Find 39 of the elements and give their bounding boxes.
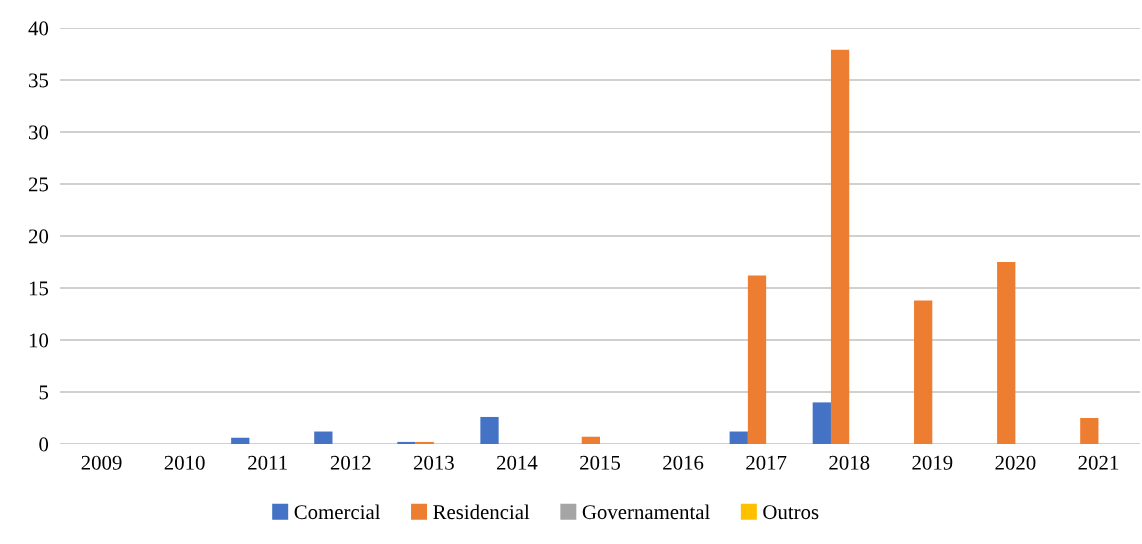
- bar: [415, 441, 434, 444]
- legend-label: Residencial: [433, 504, 530, 520]
- x-tick-label: 2011: [248, 455, 287, 470]
- bar: [480, 416, 499, 444]
- x-tick-label: 2015: [580, 455, 621, 470]
- bar: [812, 402, 831, 444]
- bar: [830, 49, 850, 444]
- x-tick-label: 2013: [413, 455, 454, 470]
- x-tick-label: 2020: [995, 455, 1036, 470]
- y-tick-label: 0: [39, 437, 49, 452]
- bar: [997, 262, 1016, 444]
- bar: [747, 275, 767, 444]
- y-tick-label: 15: [29, 281, 49, 296]
- bar: [1080, 418, 1099, 444]
- x-tick-label: 2021: [1078, 455, 1119, 470]
- y-tick-label: 10: [29, 333, 49, 348]
- x-tick-label: 2014: [497, 455, 538, 470]
- bar: [397, 441, 416, 444]
- y-tick-label: 30: [29, 125, 49, 140]
- bar: [314, 431, 333, 444]
- x-tick-label: 2016: [663, 455, 704, 470]
- x-tick-label: 2012: [330, 455, 371, 470]
- y-tick-label: 25: [28, 177, 49, 192]
- bar: [729, 431, 748, 444]
- y-tick-label: 35: [29, 73, 49, 88]
- bar: [914, 300, 933, 444]
- x-tick-label: 2019: [912, 455, 953, 470]
- y-tick-label: 40: [28, 21, 49, 36]
- x-tick-label: 2009: [81, 455, 122, 470]
- bar: [231, 437, 250, 444]
- legend-label: Outros: [763, 505, 819, 520]
- legend-label: Governamental: [582, 504, 710, 520]
- y-tick-label: 5: [39, 385, 49, 400]
- x-tick-label: 2018: [829, 455, 870, 470]
- legend-label: Comercial: [294, 504, 381, 520]
- x-tick-label: 2017: [746, 455, 787, 470]
- y-tick-label: 20: [28, 229, 49, 244]
- bar: [581, 436, 600, 444]
- x-tick-label: 2010: [164, 455, 205, 470]
